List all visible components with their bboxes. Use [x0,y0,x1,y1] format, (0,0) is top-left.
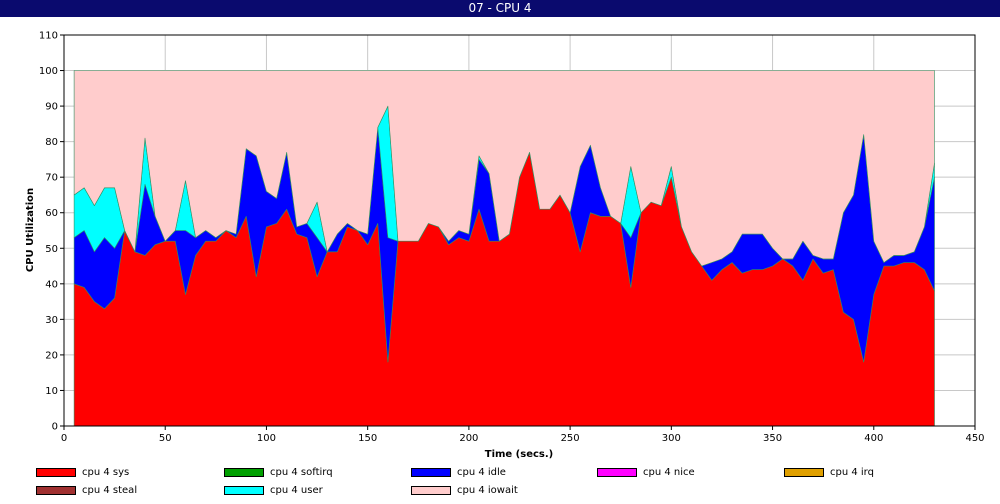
legend-swatch [411,485,451,495]
x-tick-label: 100 [257,433,276,444]
x-tick-label: 350 [763,433,782,444]
y-tick-label: 0 [52,422,58,433]
legend-item: cpu 4 iowait [411,483,518,497]
legend-label: cpu 4 sys [82,466,130,478]
legend-label: cpu 4 steal [82,484,138,496]
x-tick-label: 300 [662,433,681,444]
x-tick-label: 400 [864,433,883,444]
y-tick-label: 10 [45,386,58,397]
legend-item: cpu 4 softirq [224,465,333,479]
y-tick-label: 50 [45,244,58,255]
legend-label: cpu 4 irq [830,466,874,478]
y-tick-label: 20 [45,350,58,361]
legend-label: cpu 4 idle [457,466,506,478]
legend-item: cpu 4 steal [36,483,137,497]
x-tick-label: 200 [459,433,478,444]
legend-swatch [36,485,76,495]
y-tick-label: 30 [45,315,58,326]
y-tick-label: 60 [45,208,58,219]
chart-window-title: 07 - CPU 4 [0,0,1000,17]
plot-border [63,34,976,427]
y-tick-label: 40 [45,279,58,290]
legend-swatch [597,467,637,477]
y-tick-label: 110 [39,31,58,42]
x-tick-label: 50 [159,433,172,444]
chart-legend: cpu 4 sys cpu 4 softirq cpu 4 idle cpu 4 ni… [0,462,1000,504]
x-axis-ticks: 0 50 100 150 200 250 300 350 400 450 [61,426,985,444]
legend-label: cpu 4 softirq [270,466,333,478]
y-tick-label: 90 [45,102,58,113]
x-tick-label: 450 [965,433,984,444]
legend-item: cpu 4 idle [411,465,506,479]
y-axis-label: CPU Utilization [25,188,36,272]
legend-item: cpu 4 irq [784,465,874,479]
legend-swatch [224,467,264,477]
legend-item: cpu 4 user [224,483,323,497]
cpu-utilization-chart: 0 10 20 30 40 50 60 70 80 90 100 110 0 50 100 150 200 25… [25,31,985,461]
y-tick-label: 100 [39,66,58,77]
series-area-cpu-4-iowait [73,70,935,267]
x-tick-label: 0 [61,433,67,444]
y-tick-label: 80 [45,137,58,148]
legend-item: cpu 4 sys [36,465,129,479]
x-tick-label: 150 [358,433,377,444]
legend-label: cpu 4 iowait [457,484,518,496]
y-axis-ticks: 0 10 20 30 40 50 60 70 80 90 100 110 [39,31,64,433]
legend-label: cpu 4 nice [643,466,695,478]
legend-swatch [224,485,264,495]
x-axis-label: Time (secs.) [485,449,554,460]
legend-swatch [411,467,451,477]
legend-item: cpu 4 nice [597,465,695,479]
plot-frame [63,34,976,427]
legend-swatch [36,467,76,477]
x-tick-label: 250 [561,433,580,444]
legend-label: cpu 4 user [270,484,323,496]
stacked-area-series [73,70,935,427]
y-tick-label: 70 [45,173,58,184]
legend-swatch [784,467,824,477]
